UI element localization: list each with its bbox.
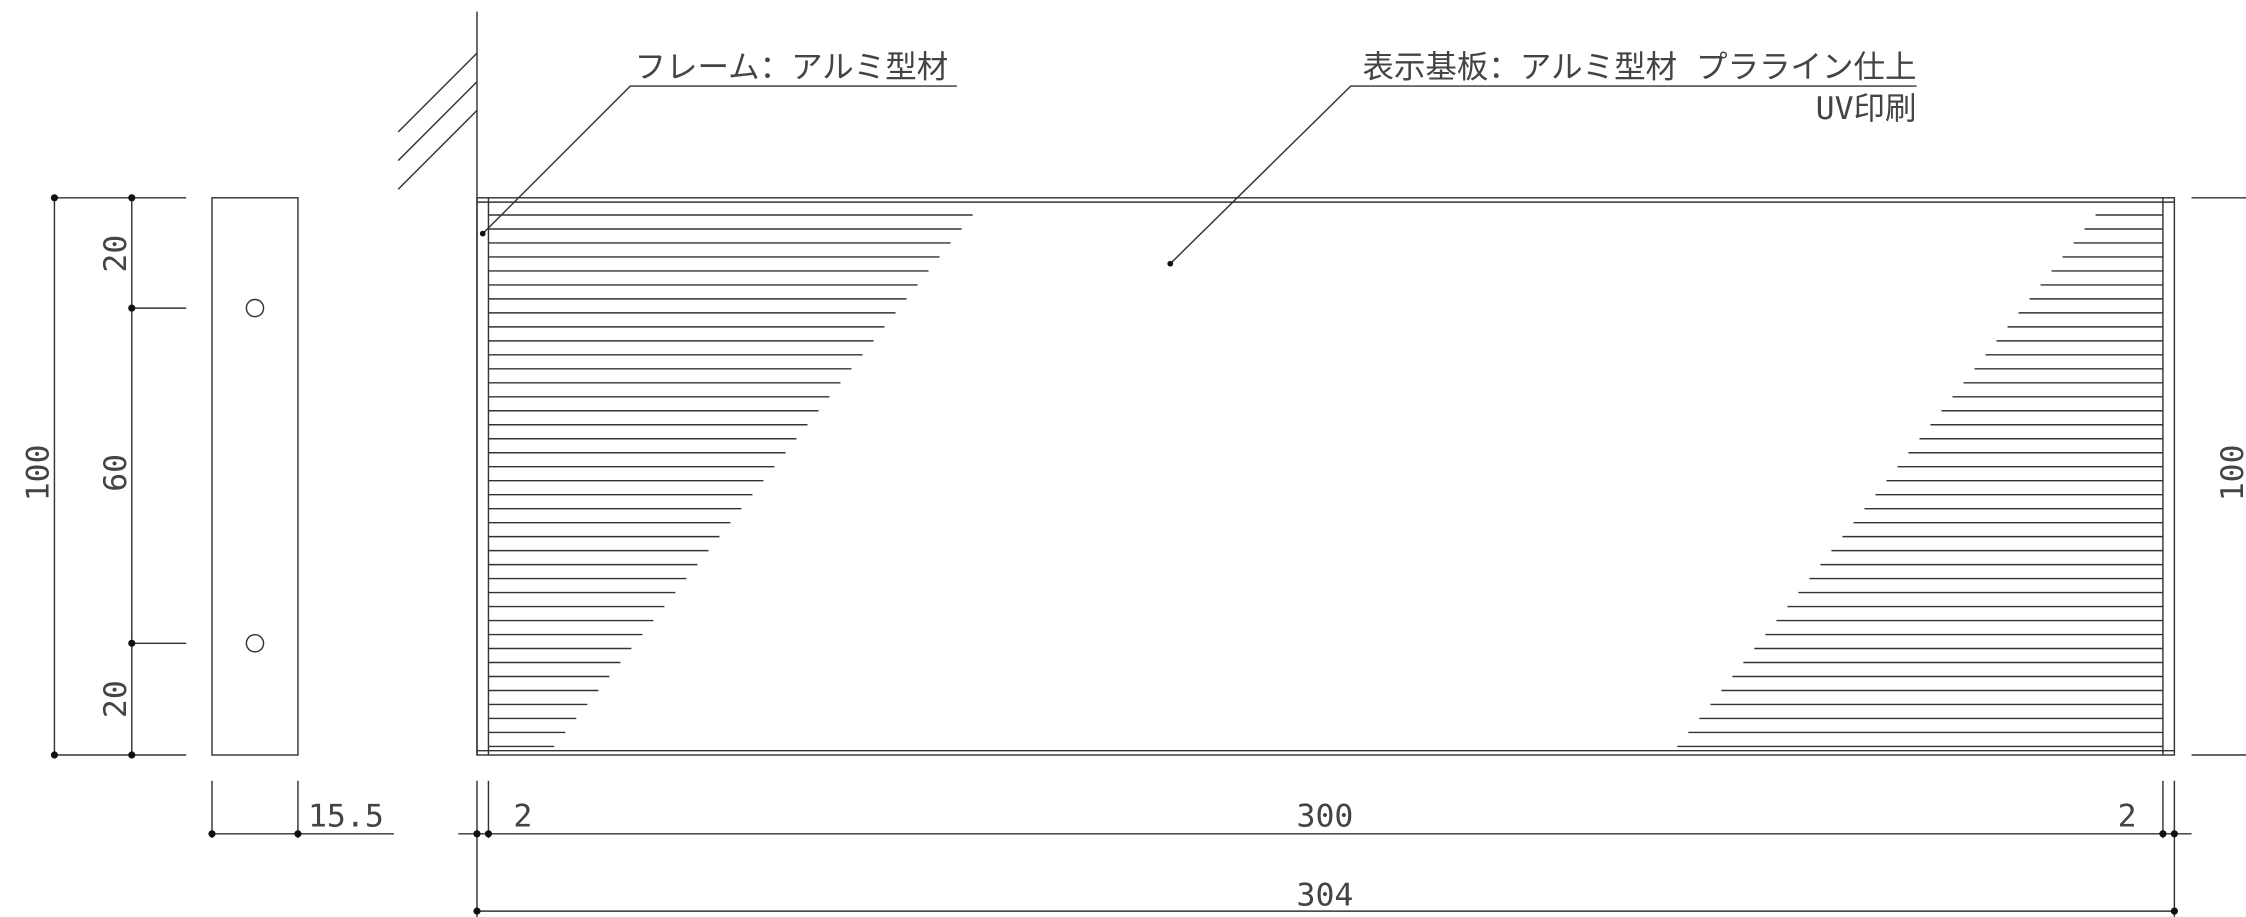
hole bbox=[245, 298, 265, 318]
side-dimensions bbox=[50, 194, 187, 759]
depth-dimension bbox=[208, 780, 394, 839]
width-dimensions bbox=[458, 780, 2192, 917]
frame-label: フレーム：アルミ型材 bbox=[635, 49, 949, 85]
leader bbox=[479, 85, 1917, 267]
panel-label: 表示基板：アルミ型材 プラライン仕上 bbox=[1362, 49, 1916, 85]
front-view bbox=[476, 197, 2176, 756]
dim-label: 2 bbox=[513, 799, 532, 835]
dim-label: 2 bbox=[2118, 799, 2137, 835]
print-label: UV印刷 bbox=[1816, 91, 1917, 127]
dim-label: 100 bbox=[21, 444, 57, 501]
wall bbox=[397, 11, 478, 756]
dim-label: 20 bbox=[98, 680, 134, 718]
dim-label: 60 bbox=[98, 454, 134, 492]
dim-label: 100 bbox=[2215, 444, 2246, 501]
side-view bbox=[211, 197, 299, 756]
dim-label: 20 bbox=[98, 235, 134, 273]
dim-label: 300 bbox=[1297, 799, 1354, 835]
dim-label: 304 bbox=[1297, 877, 1354, 913]
right-dimension bbox=[2191, 197, 2246, 756]
dim-label: 15.5 bbox=[308, 799, 384, 835]
hole bbox=[245, 633, 265, 653]
